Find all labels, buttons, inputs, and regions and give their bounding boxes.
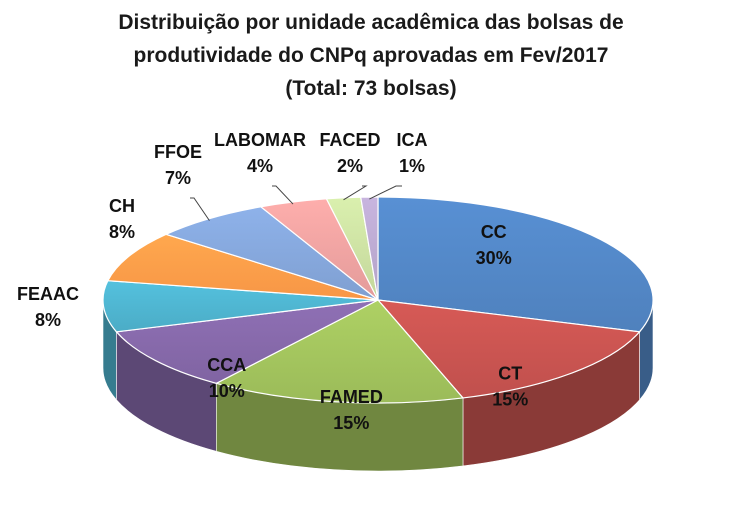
label-famed-value: 15% xyxy=(333,413,369,433)
label-ct-value: 15% xyxy=(492,390,528,410)
label-feaac-name: FEAAC xyxy=(17,284,79,304)
pie-slice-famed xyxy=(214,299,465,404)
label-famed-name: FAMED xyxy=(320,387,383,407)
leader-line-ffoe xyxy=(190,197,210,221)
label-faced-name: FACED xyxy=(319,130,380,150)
label-cca-value: 10% xyxy=(209,381,245,401)
pie-slice-cc xyxy=(377,196,654,333)
label-cca-name: CCA xyxy=(207,355,246,375)
label-labomar-value: 4% xyxy=(247,156,273,176)
label-feaac-value: 8% xyxy=(35,310,61,330)
pie-labels: CC 30% CT 15% FAMED 15% CCA 10% FEAAC 8% CH 8% FFOE 7… xyxy=(17,130,528,433)
leader-line-labomar xyxy=(272,185,294,205)
chart-title: Distribuição por unidade acadêmica das b… xyxy=(0,6,742,105)
label-ica-name: ICA xyxy=(397,130,428,150)
pie-slice-ch xyxy=(106,233,379,301)
chart-title-line-1: Distribuição por unidade acadêmica das b… xyxy=(118,11,624,34)
label-cc-name: CC xyxy=(481,222,507,242)
leader-line-ica xyxy=(369,185,402,200)
label-ct-name: CT xyxy=(498,364,522,384)
label-ch-name: CH xyxy=(109,196,135,216)
label-ffoe-value: 7% xyxy=(165,168,191,188)
pie-slice-ffoe xyxy=(164,206,379,301)
label-faced-value: 2% xyxy=(337,156,363,176)
pie-slice-ica xyxy=(360,196,379,301)
label-labomar-name: LABOMAR xyxy=(214,130,306,150)
pie-slice-ct xyxy=(376,299,641,399)
pie-side-faces xyxy=(102,299,654,472)
pie-slice-cca xyxy=(115,299,379,384)
chart-title-line-3: (Total: 73 bolsas) xyxy=(285,77,457,100)
leader-line-faced xyxy=(343,185,368,201)
label-cc-value: 30% xyxy=(476,248,512,268)
chart-title-line-2: produtividade do CNPq aprovadas em Fev/2… xyxy=(133,44,609,67)
pie-slice-feaac xyxy=(102,280,379,333)
pie-slices xyxy=(102,196,654,404)
label-ica-value: 1% xyxy=(399,156,425,176)
label-ffoe-name: FFOE xyxy=(154,142,202,162)
label-ch-value: 8% xyxy=(109,222,135,242)
